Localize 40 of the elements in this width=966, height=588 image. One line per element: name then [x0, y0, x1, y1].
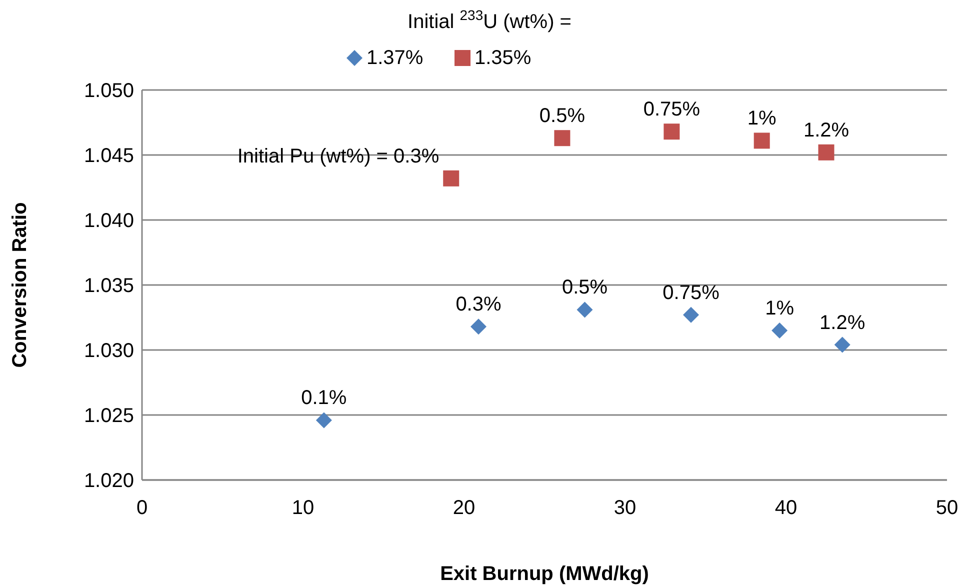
annotation: 1.2%: [820, 312, 866, 334]
y-tick-label: 1.025: [84, 405, 134, 427]
y-tick-label: 1.035: [84, 275, 134, 297]
point: [316, 412, 332, 428]
annotation: 1.2%: [803, 119, 850, 142]
point: [818, 144, 834, 160]
point: [576, 302, 593, 318]
x-tick-label: 40: [774, 497, 798, 519]
point: [554, 130, 570, 146]
annotation: Initial Pu (wt%) = 0.3%: [237, 145, 440, 168]
x-tick-label: 50: [936, 497, 958, 519]
y-tick-label: 1.020: [84, 470, 134, 492]
point: [754, 132, 770, 149]
y-tick-label: 1.050: [84, 80, 134, 102]
annotation: 0.3%: [456, 294, 502, 316]
annotation: 0.1%: [301, 387, 347, 410]
point: [772, 322, 788, 338]
x-tick-label: 0: [136, 497, 148, 519]
annotation: 0.75%: [662, 282, 720, 304]
y-tick-label: 1.045: [84, 145, 134, 167]
legend-label: 1.35%: [474, 47, 532, 69]
annotation: 0.75%: [643, 98, 700, 121]
x-tick-label: 20: [452, 497, 476, 519]
point: [470, 318, 486, 335]
x-axis-title: Exit Burnup (MWd/kg): [440, 563, 649, 585]
x-tick-label: 30: [614, 497, 636, 519]
point: [834, 336, 850, 353]
legend-title: Initial $^{233}$U (wt%) =: [408, 7, 572, 33]
annotation: 0.5%: [539, 105, 586, 128]
point: [664, 124, 680, 140]
x-tick-label: 10: [292, 497, 314, 519]
y-tick-label: 1.040: [84, 210, 134, 232]
legend-label: 1.37%: [366, 47, 424, 69]
annotation: 1%: [747, 108, 777, 130]
annotation: 0.5%: [562, 276, 608, 299]
y-axis-title: Conversion Ratio: [9, 202, 31, 368]
point: [443, 170, 460, 186]
point: [683, 306, 700, 323]
annotation: 1%: [765, 298, 794, 320]
y-tick-label: 1.030: [84, 340, 134, 362]
